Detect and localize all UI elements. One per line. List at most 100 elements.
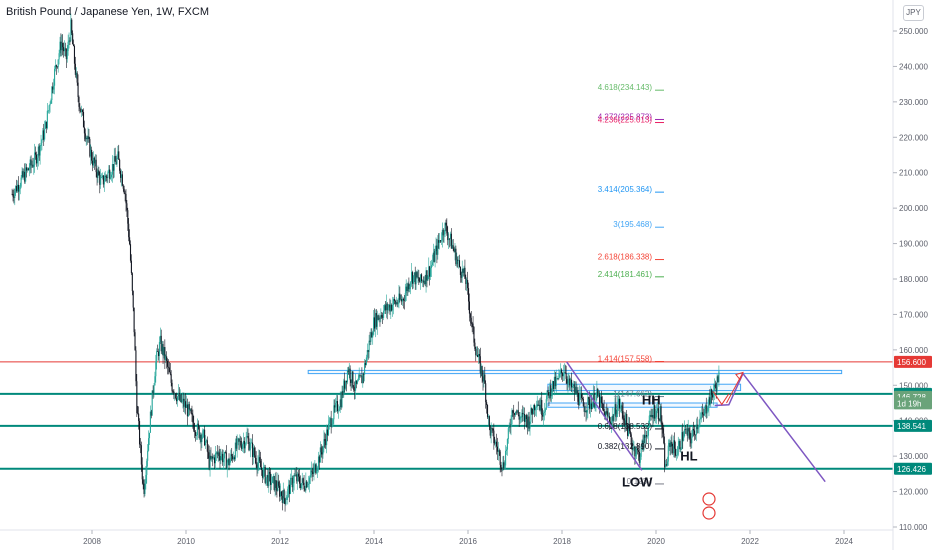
candle (540, 396, 542, 414)
candle (235, 435, 237, 452)
candle-body (373, 317, 376, 329)
candle-body (288, 484, 290, 489)
candle (65, 48, 67, 69)
candle-body (695, 424, 697, 436)
candle-body (52, 86, 54, 90)
candle (119, 158, 121, 174)
candle-body (501, 467, 503, 469)
candle-body (337, 410, 339, 412)
candle (301, 472, 303, 490)
candle-body (405, 286, 407, 293)
candle (484, 366, 486, 385)
candle (322, 445, 324, 459)
candle (233, 455, 235, 462)
candle (447, 226, 449, 246)
red-arrow-head (735, 371, 744, 381)
candle (371, 328, 373, 338)
time-axis[interactable]: 2008 2010 2012 2014 2016 2018 2020 2022 2024 (0, 529, 893, 546)
candle-body (447, 233, 449, 241)
candle-body (174, 393, 176, 395)
candle-body (252, 447, 254, 458)
candle (558, 368, 560, 380)
candle (567, 373, 569, 393)
candle-body (90, 149, 92, 157)
candle (149, 405, 151, 433)
candle (373, 309, 375, 336)
candle (593, 386, 595, 409)
candle-body (671, 441, 673, 447)
candle (83, 120, 85, 142)
candle (637, 442, 639, 455)
candle (372, 330, 374, 345)
candle-body (185, 401, 187, 408)
candle (342, 385, 344, 399)
candle (640, 444, 642, 460)
candle-body (132, 291, 134, 308)
candle (167, 358, 169, 375)
candle-body (129, 237, 131, 245)
candle (221, 451, 223, 461)
candle-body (336, 401, 339, 412)
candle-body (149, 411, 151, 433)
candle (125, 189, 127, 212)
candle-body (331, 423, 333, 427)
candle (579, 385, 581, 406)
candle (154, 371, 156, 386)
candle (343, 378, 345, 398)
candle-body (61, 43, 63, 51)
candle-body (460, 274, 462, 278)
candle-body (383, 305, 386, 311)
candle (675, 449, 677, 461)
candle-body (344, 380, 346, 389)
candle-body (85, 137, 87, 140)
y-tick-label: 190.000 (899, 240, 928, 249)
candle-body (599, 394, 601, 408)
fib-level: 3(195.468) (613, 220, 664, 229)
candle (300, 483, 302, 490)
candle (382, 312, 384, 324)
currency-button[interactable]: JPY (903, 5, 924, 21)
candle-body (549, 385, 551, 398)
candle (550, 379, 552, 402)
candle-body (356, 380, 358, 384)
candle-body (42, 130, 44, 140)
candle-body (63, 48, 66, 52)
candle-body (586, 410, 588, 413)
candle-body (140, 445, 142, 465)
candle-body (417, 277, 419, 278)
candle (633, 441, 635, 452)
projection-layer (566, 361, 826, 483)
candle (170, 370, 172, 387)
candle (211, 456, 213, 462)
candle-body (475, 348, 477, 356)
candle (222, 449, 224, 466)
candle (241, 437, 243, 451)
candle (596, 380, 598, 401)
candle (31, 160, 33, 168)
candle (275, 471, 277, 495)
candle-body (97, 170, 99, 178)
candle-body (264, 466, 266, 483)
candle (501, 467, 503, 477)
candle-body (351, 371, 353, 383)
candle (318, 454, 320, 470)
y-tick-label: 170.000 (899, 310, 928, 319)
candle-body (568, 378, 570, 381)
candle-body (409, 285, 411, 290)
candle (562, 364, 564, 381)
candle-body (73, 46, 76, 64)
candle-body (208, 452, 210, 468)
candle (582, 396, 584, 407)
candle-body (627, 424, 630, 436)
candle (575, 381, 577, 395)
candle (100, 168, 102, 189)
candle (335, 397, 337, 413)
candle (281, 490, 283, 511)
candle (682, 423, 684, 449)
candle-body (117, 151, 119, 158)
y-tick-label: 250.000 (899, 27, 928, 36)
candle-body (157, 351, 160, 357)
candle (661, 415, 663, 439)
candle (127, 207, 129, 231)
